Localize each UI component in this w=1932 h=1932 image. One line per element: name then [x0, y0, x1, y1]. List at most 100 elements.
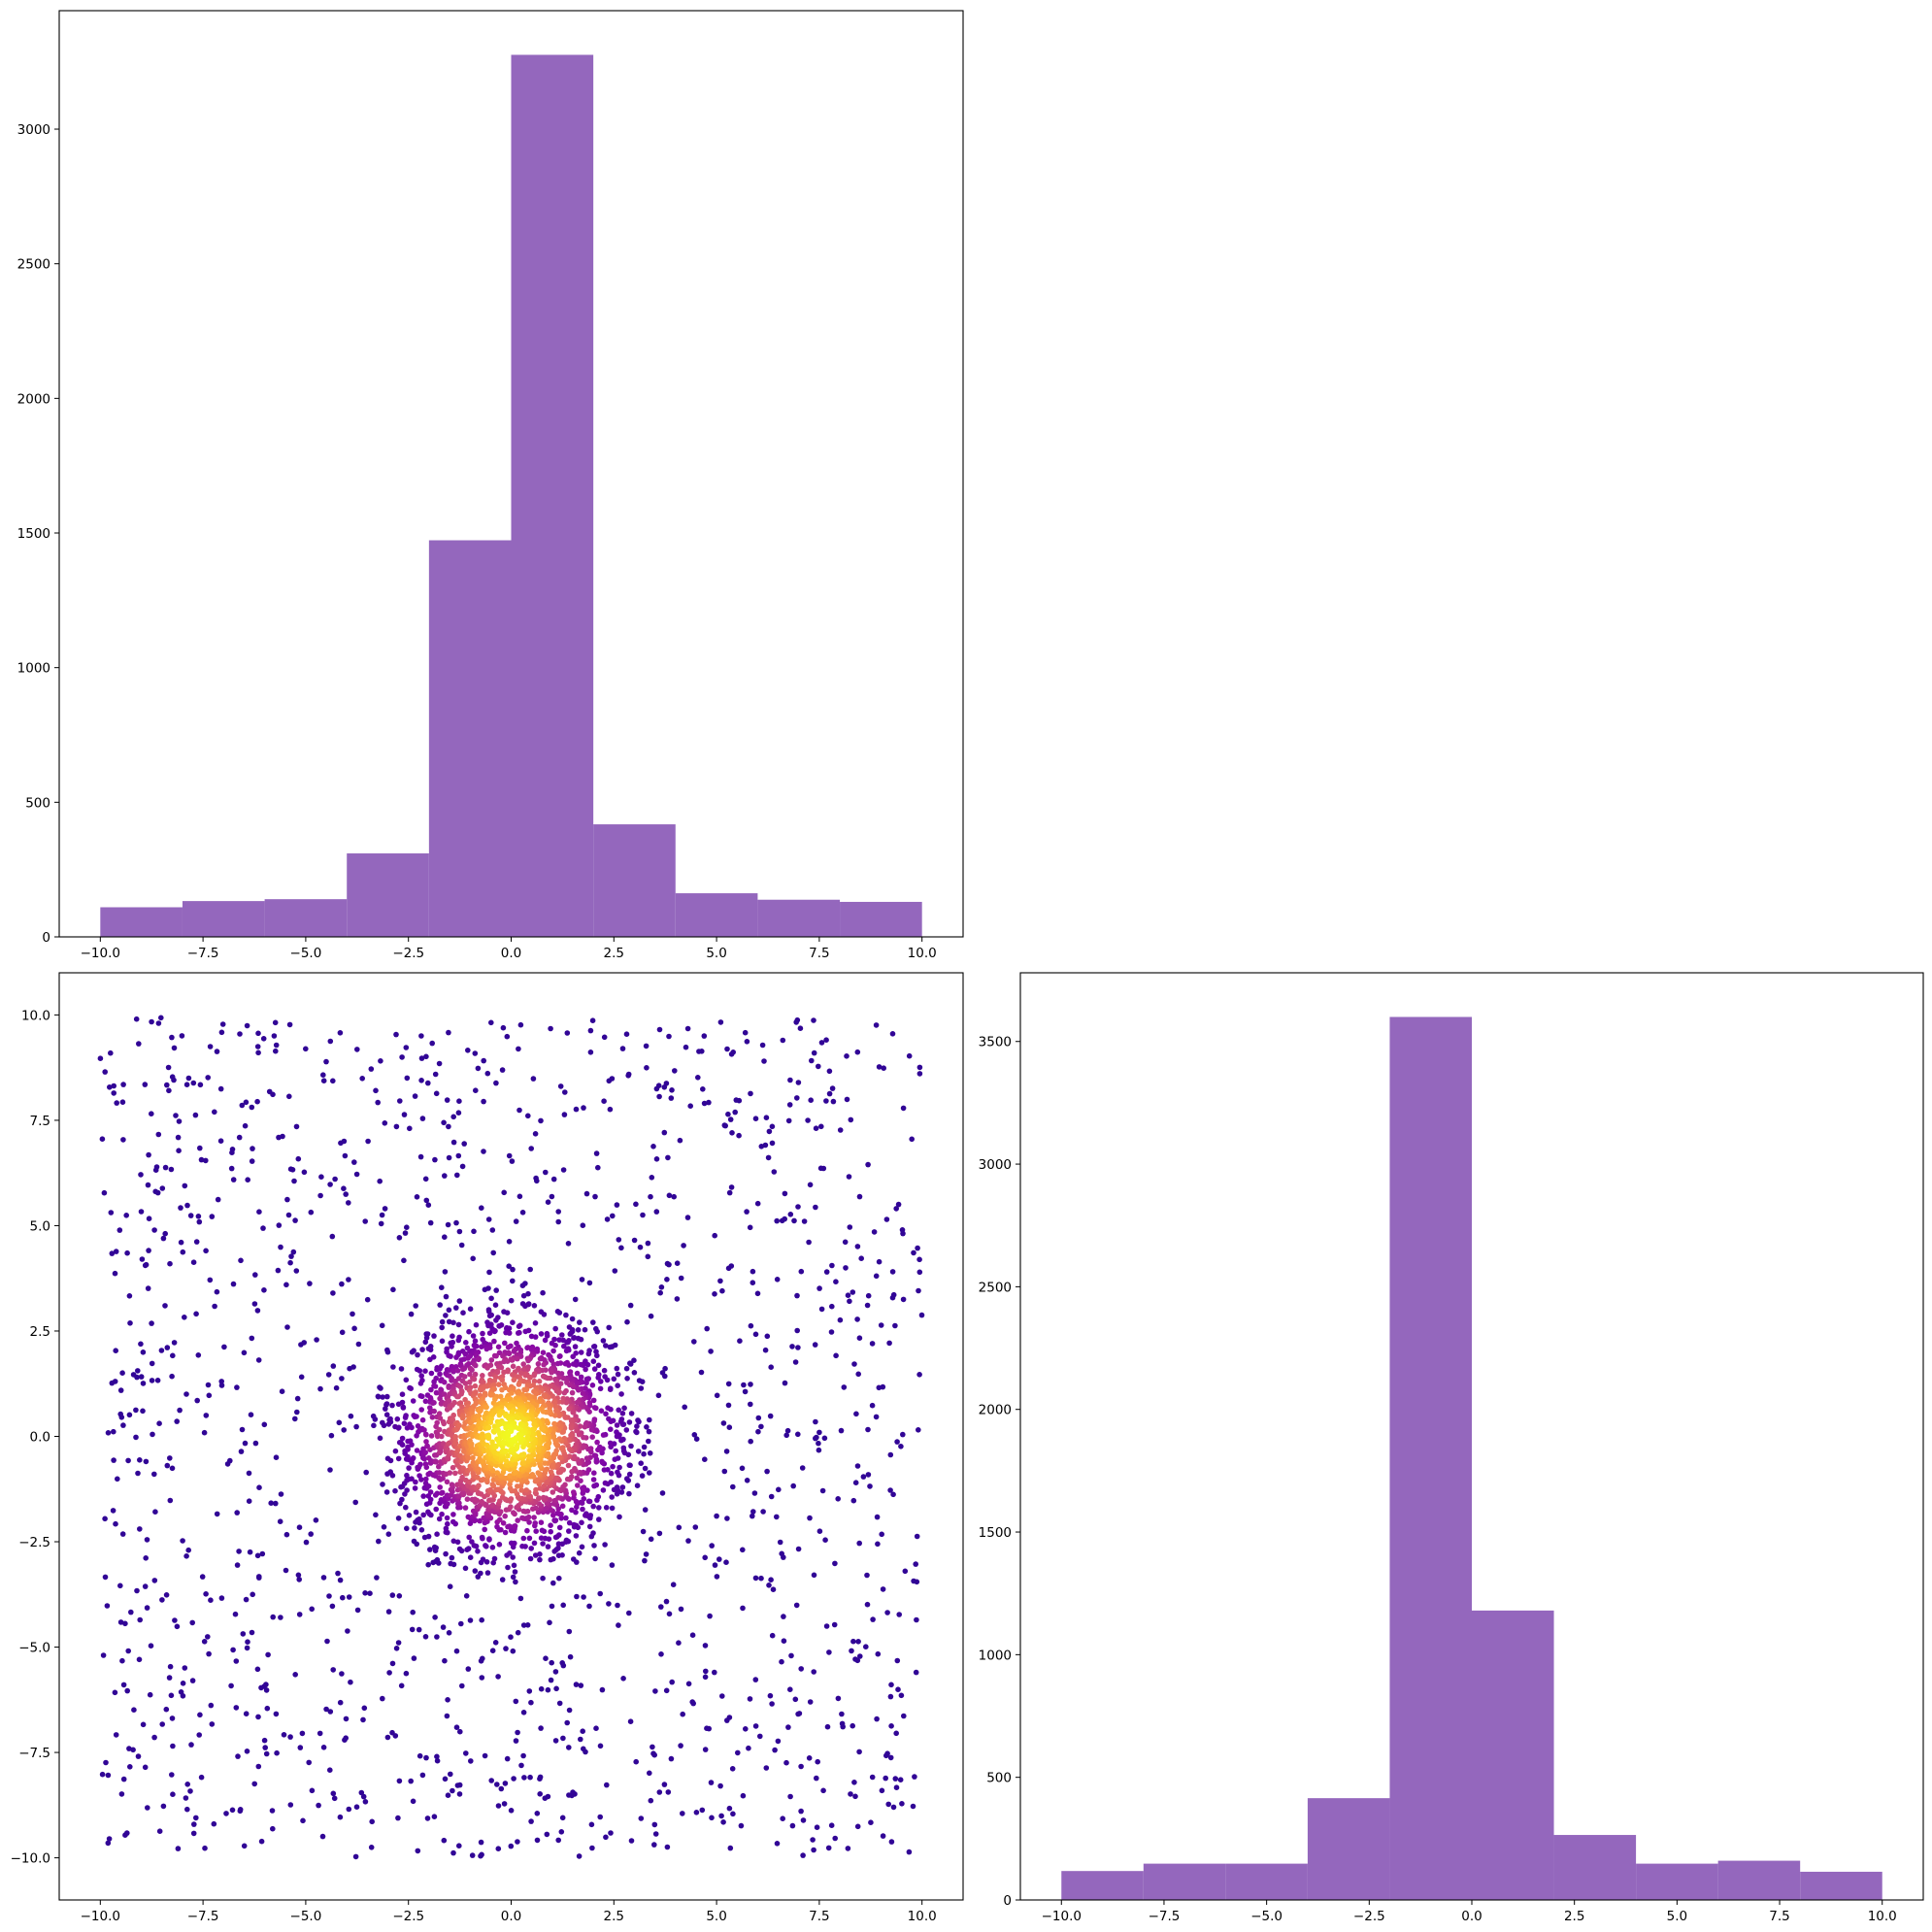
scatter-point	[721, 1122, 728, 1128]
scatter-point	[559, 1815, 566, 1821]
scatter-point	[444, 1713, 450, 1719]
scatter-point	[551, 1420, 557, 1427]
scatter-point	[554, 1360, 561, 1367]
scatter-point	[440, 1624, 447, 1630]
scatter-point	[597, 1814, 603, 1820]
scatter-point	[509, 1158, 516, 1164]
scatter-point	[289, 1167, 296, 1173]
scatter-point	[439, 1511, 445, 1517]
scatter-point	[574, 1475, 580, 1482]
scatter-point	[558, 1829, 565, 1835]
scatter-point	[657, 1289, 663, 1296]
scatter-point	[595, 1447, 601, 1453]
x-tick-label: 10.0	[908, 946, 937, 961]
scatter-point	[126, 1412, 133, 1418]
scatter-point	[434, 1757, 441, 1764]
scatter-point	[809, 1057, 815, 1064]
scatter-point	[594, 1328, 600, 1335]
scatter-point	[556, 1700, 563, 1707]
scatter-point	[875, 1541, 881, 1548]
scatter-point	[390, 1286, 396, 1293]
x-tick-label: 10.0	[1868, 1909, 1897, 1924]
scatter-point	[815, 1758, 820, 1765]
scatter-point	[441, 1119, 447, 1126]
scatter-point	[444, 1479, 450, 1485]
scatter-point	[501, 1369, 507, 1376]
scatter-point	[453, 1724, 460, 1730]
scatter-point	[108, 1210, 115, 1216]
scatter-point	[189, 1678, 196, 1683]
scatter-point	[897, 1777, 904, 1782]
scatter-point	[319, 1833, 326, 1840]
scatter-point	[510, 1437, 516, 1443]
scatter-point	[201, 1429, 208, 1436]
scatter-point	[418, 1078, 424, 1083]
scatter-point	[389, 1402, 395, 1409]
scatter-point	[499, 1494, 506, 1500]
scatter-point	[640, 1528, 647, 1535]
scatter-point	[606, 1416, 612, 1422]
scatter-point	[522, 1372, 528, 1379]
scatter-point	[813, 1435, 818, 1442]
scatter-point	[214, 1288, 220, 1295]
scatter-point	[146, 1248, 151, 1253]
scatter-point	[643, 1043, 650, 1049]
scatter-point	[124, 1687, 130, 1694]
scatter-point	[255, 1763, 262, 1770]
scatter-point	[476, 1482, 482, 1488]
scatter-point	[410, 1798, 416, 1805]
scatter-point	[432, 1071, 439, 1078]
scatter-point	[774, 1841, 781, 1847]
x-tick-label: −7.5	[187, 946, 219, 961]
scatter-point	[431, 1333, 437, 1339]
scatter-point	[234, 1384, 240, 1390]
scatter-point	[346, 1277, 351, 1282]
scatter-point	[826, 1068, 833, 1075]
scatter-point	[443, 1525, 450, 1532]
scatter-point	[736, 1132, 742, 1139]
scatter-point	[780, 1815, 785, 1821]
scatter-point	[493, 1080, 499, 1086]
scatter-point	[845, 1292, 851, 1298]
scatter-point	[205, 1634, 211, 1640]
scatter-point	[678, 1606, 684, 1613]
scatter-point	[270, 1614, 277, 1620]
scatter-point	[167, 1260, 173, 1267]
scatter-point	[467, 1554, 474, 1560]
scatter-point	[865, 1161, 871, 1168]
scatter-point	[579, 1544, 585, 1550]
scatter-point	[890, 1804, 897, 1811]
scatter-point	[254, 1308, 261, 1314]
scatter-point	[909, 1136, 915, 1143]
scatter-point	[807, 1699, 814, 1705]
scatter-point	[293, 1268, 300, 1274]
scatter-point	[113, 1348, 118, 1353]
scatter-point	[351, 1325, 357, 1332]
scatter-point	[372, 1416, 379, 1422]
scatter-point	[601, 1034, 608, 1041]
scatter-point	[519, 1515, 525, 1521]
scatter-point	[552, 1342, 558, 1349]
scatter-point	[568, 1425, 575, 1431]
scatter-point	[691, 1339, 697, 1345]
scatter-point	[892, 1322, 898, 1329]
scatter-point	[586, 1280, 593, 1286]
scatter-point	[453, 1219, 459, 1226]
scatter-point	[296, 1524, 303, 1530]
scatter-point	[555, 1494, 561, 1501]
scatter-point	[457, 1728, 463, 1735]
scatter-point	[824, 1723, 831, 1730]
scatter-point	[642, 1557, 648, 1564]
scatter-point	[134, 1374, 140, 1381]
histogram-bar	[840, 901, 922, 937]
scatter-point	[252, 1272, 258, 1278]
scatter-point	[184, 1806, 190, 1813]
scatter-point	[256, 1574, 262, 1580]
scatter-point	[419, 1416, 426, 1423]
scatter-point	[559, 1332, 565, 1338]
scatter-point	[417, 1381, 424, 1386]
scatter-point	[767, 1692, 774, 1699]
scatter-point	[374, 1575, 380, 1581]
scatter-point	[102, 1574, 109, 1581]
